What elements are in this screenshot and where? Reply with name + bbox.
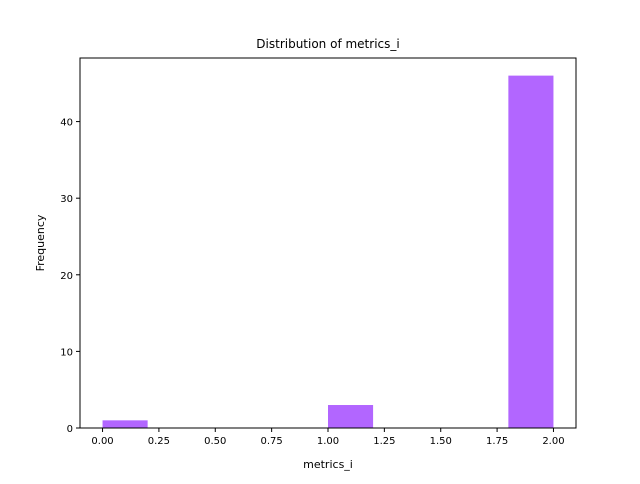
x-tick-label-5: 1.25 <box>373 436 395 447</box>
x-axis-ticks: 0.00 0.25 0.50 0.75 1.00 1.25 1.50 1.75 2.00 <box>91 428 565 447</box>
y-tick-label-0: 0 <box>67 424 73 435</box>
x-tick-label-8: 2.00 <box>542 436 564 447</box>
y-axis-label: Frequency <box>34 214 47 271</box>
x-tick-label-0: 0.00 <box>91 436 113 447</box>
y-tick-label-3: 30 <box>60 194 73 205</box>
y-tick-label-2: 20 <box>60 271 73 282</box>
y-axis-ticks: 0 10 20 30 40 <box>60 118 80 435</box>
x-tick-label-3: 0.75 <box>261 436 283 447</box>
y-tick-label-4: 40 <box>60 118 73 129</box>
bars-group <box>102 75 554 428</box>
x-tick-label-2: 0.50 <box>204 436 226 447</box>
histogram-bar-9 <box>508 75 554 428</box>
y-tick-label-1: 10 <box>60 347 73 358</box>
x-tick-label-7: 1.75 <box>486 436 508 447</box>
x-axis-label: metrics_i <box>303 458 353 471</box>
histogram-bar-0 <box>102 420 148 428</box>
x-tick-label-4: 1.00 <box>317 436 339 447</box>
x-tick-label-1: 0.25 <box>148 436 170 447</box>
histogram-bar-5 <box>328 405 374 428</box>
x-tick-label-6: 1.50 <box>430 436 452 447</box>
chart-title: Distribution of metrics_i <box>256 37 399 51</box>
plot-frame <box>79 57 577 429</box>
